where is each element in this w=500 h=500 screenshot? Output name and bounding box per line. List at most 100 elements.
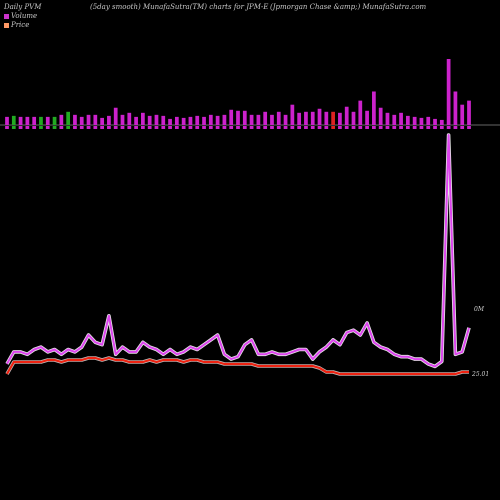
volume-bar-foot	[365, 126, 369, 129]
volume-bar-foot	[100, 126, 104, 129]
volume-bar	[127, 112, 132, 125]
volume-bar-foot	[399, 126, 403, 129]
legend-price-swatch	[4, 22, 9, 28]
volume-bar	[161, 115, 166, 125]
volume-smooth-line-outline	[5, 133, 471, 369]
volume-bar-foot	[107, 126, 111, 129]
volume-bar	[378, 107, 383, 125]
volume-bar-foot	[249, 126, 254, 129]
volume-bar-foot	[120, 126, 125, 129]
volume-bar-foot	[45, 126, 50, 129]
chart-header-source: (Jpmorgan Chase &amp;) MunafaSutra.com	[270, 3, 427, 11]
volume-annotation-label: 0M	[474, 306, 485, 313]
volume-bar	[256, 114, 261, 125]
volume-bar-foot	[378, 126, 383, 129]
volume-bar	[195, 115, 200, 125]
volume-bar	[93, 114, 98, 125]
volume-bar	[399, 112, 403, 125]
chart-header-title: (5day smooth) MunafaSutra(TM) charts for…	[90, 3, 269, 11]
volume-bar-foot	[331, 126, 335, 129]
volume-bar	[439, 119, 444, 125]
volume-bar-foot	[93, 126, 98, 129]
volume-bar-foot	[283, 126, 288, 129]
volume-bar-foot	[25, 126, 30, 129]
volume-bar	[426, 116, 431, 125]
volume-bar-foot	[59, 126, 64, 129]
volume-bar	[188, 116, 193, 125]
volume-bar-foot	[304, 126, 308, 129]
volume-bar	[338, 112, 342, 125]
volume-bar	[453, 91, 458, 125]
volume-bar	[460, 104, 465, 125]
volume-bar	[358, 100, 363, 125]
volume-bar-foot	[338, 126, 342, 129]
volume-bar	[365, 110, 369, 125]
volume-bar-foot	[297, 126, 302, 129]
volume-bar-foot	[66, 126, 71, 129]
legend-price: Price	[4, 21, 29, 29]
volume-bar	[168, 118, 172, 125]
volume-bar	[66, 111, 71, 125]
volume-bar	[236, 110, 240, 125]
volume-bar	[79, 116, 84, 125]
volume-bar	[25, 116, 30, 125]
volume-bar-foot	[141, 126, 145, 129]
volume-bar	[304, 111, 308, 125]
volume-bar-foot	[147, 126, 152, 129]
volume-bar-foot	[290, 126, 295, 129]
volume-bar	[242, 110, 247, 125]
volume-bar-foot	[79, 126, 84, 129]
legend-volume: Volume	[4, 12, 37, 20]
volume-bar	[270, 114, 274, 125]
volume-bar-foot	[208, 126, 213, 129]
volume-bar	[222, 114, 227, 125]
volume-bar	[331, 111, 335, 125]
volume-bar-foot	[154, 126, 159, 129]
volume-bar	[467, 100, 471, 125]
volume-bar	[276, 111, 281, 125]
price-line	[6, 356, 469, 376]
volume-bar-foot	[460, 126, 465, 129]
volume-bar-foot	[439, 126, 444, 129]
volume-bar	[215, 115, 220, 125]
volume-bar	[86, 114, 91, 125]
volume-bar	[310, 111, 315, 125]
volume-bar	[344, 106, 349, 125]
volume-bar	[317, 108, 322, 125]
volume-bar	[32, 116, 37, 125]
volume-bar	[73, 114, 77, 125]
volume-bar-foot	[52, 126, 57, 129]
volume-bar-foot	[113, 126, 118, 129]
volume-bar	[412, 116, 417, 125]
volume-bar	[59, 114, 64, 125]
volume-bar-foot	[236, 126, 240, 129]
volume-bar	[120, 114, 125, 125]
volume-bar-foot	[433, 126, 437, 129]
volume-bar-foot	[385, 126, 390, 129]
volume-bar-foot	[39, 126, 43, 129]
volume-bar-foot	[324, 126, 329, 129]
volume-bar-foot	[32, 126, 37, 129]
volume-bar	[45, 116, 50, 125]
volume-bar-foot	[426, 126, 431, 129]
volume-bar-foot	[86, 126, 91, 129]
volume-bar	[141, 112, 145, 125]
volume-bar-foot	[446, 126, 451, 129]
volume-bar	[351, 111, 356, 125]
volume-bar-foot	[310, 126, 315, 129]
volume-bar-foot	[188, 126, 193, 129]
legend-volume-label: Volume	[11, 12, 38, 20]
volume-bar	[52, 116, 57, 125]
volume-bar	[249, 114, 254, 125]
volume-bar	[297, 112, 302, 125]
volume-bar	[324, 111, 329, 125]
volume-bar-foot	[344, 126, 349, 129]
volume-bar-foot	[5, 126, 9, 129]
volume-bar	[290, 104, 295, 125]
volume-bar	[283, 114, 288, 125]
volume-bar	[446, 59, 451, 125]
volume-bar-foot	[174, 126, 179, 129]
volume-bar-foot	[351, 126, 356, 129]
